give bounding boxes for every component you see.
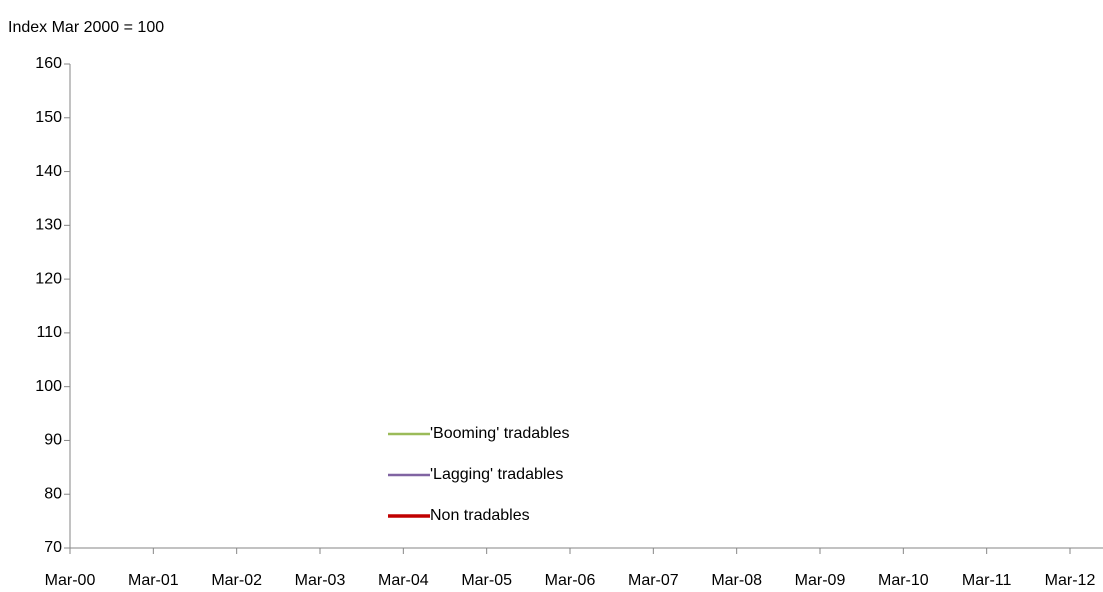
x-tick-label: Mar-04 [378, 572, 429, 589]
x-tick-label: Mar-11 [962, 572, 1012, 589]
y-tick-label: 70 [44, 539, 62, 556]
x-tick-label: Mar-06 [545, 572, 596, 589]
x-tick-label: Mar-08 [711, 572, 762, 589]
y-tick-label: 100 [35, 378, 62, 395]
y-tick-label: 80 [44, 485, 62, 502]
y-tick-label: 110 [36, 324, 62, 341]
y-tick-label: 160 [35, 55, 62, 72]
x-tick-label: Mar-00 [45, 572, 96, 589]
x-tick-label: Mar-02 [211, 572, 262, 589]
x-tick-label: Mar-10 [878, 572, 929, 589]
x-tick-label: Mar-09 [795, 572, 846, 589]
x-tick-label: Mar-05 [461, 572, 512, 589]
legend-label: 'Booming' tradables [430, 425, 570, 442]
x-tick-label: Mar-12 [1045, 572, 1096, 589]
y-tick-label: 90 [44, 432, 62, 449]
y-tick-label: 140 [35, 163, 62, 180]
x-tick-label: Mar-01 [128, 572, 179, 589]
legend-label: 'Lagging' tradables [430, 466, 563, 483]
x-tick-label: Mar-07 [628, 572, 679, 589]
y-tick-label: 130 [35, 217, 62, 234]
y-axis-title: Index Mar 2000 = 100 [8, 19, 164, 36]
y-tick-label: 120 [35, 270, 62, 287]
y-tick-label: 150 [35, 109, 62, 126]
x-tick-label: Mar-03 [295, 572, 346, 589]
legend-label: Non tradables [430, 507, 530, 524]
